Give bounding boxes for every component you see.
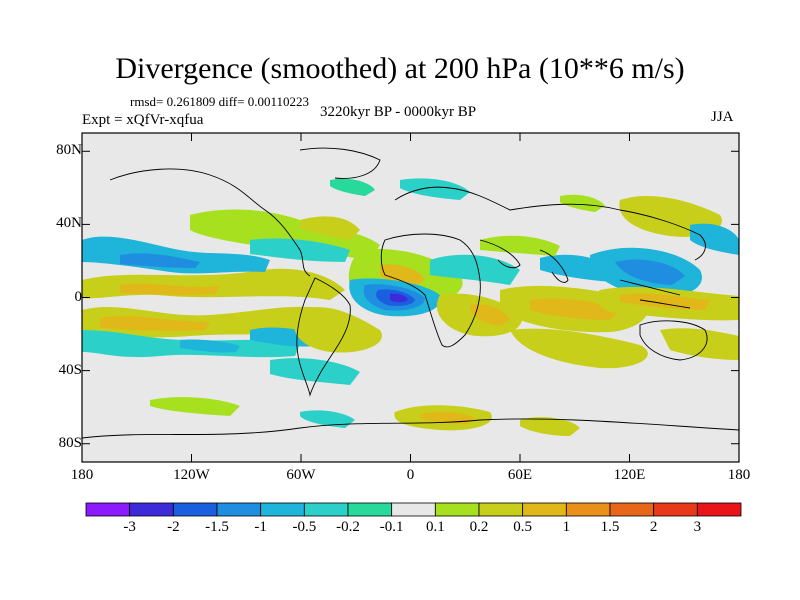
north-america-coast xyxy=(109,168,311,277)
north-atlantic-negative-small xyxy=(330,178,375,196)
colorbar-label: -0.1 xyxy=(379,519,404,535)
colorbar-swatch xyxy=(478,502,524,517)
antarctica-coast xyxy=(82,418,739,439)
south-america-positive xyxy=(294,307,382,353)
greenland-coast xyxy=(299,147,381,179)
lat-tick-label: 80S xyxy=(58,434,82,451)
colorbar-label: 0.5 xyxy=(513,519,533,535)
sahel-negative xyxy=(430,254,520,285)
colorbar-swatch xyxy=(303,502,349,517)
colorbar-label: -3 xyxy=(123,519,136,535)
colorbar-swatch xyxy=(434,502,480,517)
north-pacific-negative-core xyxy=(120,253,200,268)
maritime-negative-core xyxy=(615,259,685,285)
indian-ocean-positive-core xyxy=(530,298,620,320)
lon-tick-label: 60W xyxy=(286,467,316,483)
southern-ocean-negative xyxy=(300,410,355,428)
west-pacific-positive-core xyxy=(620,293,710,310)
maritime-continent-coast xyxy=(619,279,691,309)
colorbar-label: 0.1 xyxy=(425,519,445,535)
north-atlantic-positive xyxy=(300,216,360,240)
lat-tick-label: 40S xyxy=(58,361,82,378)
coastlines xyxy=(82,147,739,439)
colorbar-swatch xyxy=(696,502,742,517)
south-atlantic-negative xyxy=(270,358,360,385)
colorbar-label: -1 xyxy=(254,519,267,535)
south-pacific-positive-east xyxy=(660,328,739,360)
colorbar-swatch xyxy=(391,502,436,517)
lon-tick-label: 60E xyxy=(507,467,533,483)
colorbar-label: -0.5 xyxy=(292,519,317,535)
south-pacific-negative-core xyxy=(180,339,240,353)
south-indian-positive xyxy=(510,328,648,369)
europe-negative xyxy=(400,178,470,200)
lat-tick-label: 40N xyxy=(56,215,82,232)
lat-tick-label: 80N xyxy=(56,142,82,159)
africa-coast xyxy=(380,233,481,348)
arabia-coast xyxy=(479,239,521,269)
colorbar-label: -1.5 xyxy=(205,519,229,535)
colorbar xyxy=(85,502,742,517)
lon-tick-label: 180 xyxy=(70,467,94,483)
africa-positive-core xyxy=(470,304,510,326)
latitude-ticks xyxy=(82,150,739,445)
map-title: Divergence (smoothed) at 200 hPa (10**6 … xyxy=(115,52,685,85)
central-asia-positive xyxy=(560,194,605,212)
colorbar-swatch xyxy=(609,502,655,517)
lon-tick-label: 120W xyxy=(173,467,210,483)
south-america-coast xyxy=(296,277,351,397)
colorbar-label: 0.2 xyxy=(469,519,489,535)
india-coast xyxy=(539,249,569,283)
southern-ocean-positive-west xyxy=(150,397,240,416)
longitude-ticks xyxy=(81,133,740,462)
eurasia-coast xyxy=(394,186,706,261)
colorbar-label: 1 xyxy=(562,519,571,535)
lon-tick-label: 180 xyxy=(727,467,751,483)
pacific-positive-core xyxy=(100,316,210,331)
colorbar-label: -2 xyxy=(167,519,180,535)
season-label: JJA xyxy=(711,109,734,125)
colorbar-label: -0.2 xyxy=(336,519,360,535)
period-label: 3220kyr BP - 0000kyr BP xyxy=(320,104,477,120)
colorbar-swatch xyxy=(522,502,567,517)
colorbar-label: 2 xyxy=(649,519,658,535)
colorbar-swatch xyxy=(85,502,131,517)
lon-tick-label: 120E xyxy=(613,467,646,483)
colorbar-swatch xyxy=(216,502,262,517)
experiment-label: Expt = xQfVr-xqfua xyxy=(82,112,204,128)
colorbar-swatch xyxy=(172,502,218,517)
colorbar-swatch xyxy=(347,502,393,517)
atlantic-negative-min xyxy=(390,293,408,303)
colorbar-swatch xyxy=(653,502,698,517)
colorbar-swatch xyxy=(565,502,611,517)
southern-ocean-positive-east xyxy=(520,417,580,436)
australia-coast xyxy=(639,320,708,361)
east-asia-negative xyxy=(690,223,739,255)
colorbar-label: 1.5 xyxy=(600,519,620,535)
colorbar-label: 3 xyxy=(693,519,702,535)
lat-tick-label: 0 xyxy=(74,288,83,305)
pacific-equatorial-core xyxy=(120,283,220,295)
lon-tick-label: 0 xyxy=(406,467,415,483)
middle-east-positive xyxy=(480,235,560,256)
colorbar-swatch xyxy=(260,502,305,517)
contour-fields xyxy=(82,178,739,436)
rmsd-diff-stats: rmsd= 0.261809 diff= 0.00110223 xyxy=(130,94,309,109)
colorbar-swatch xyxy=(129,502,174,517)
